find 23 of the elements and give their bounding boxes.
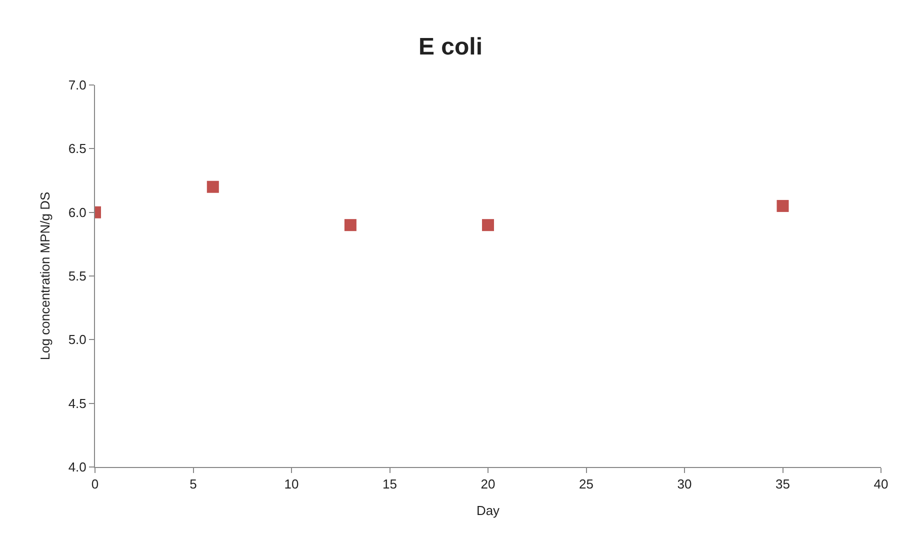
- y-tick-label: 4.5: [68, 396, 86, 411]
- y-tick-label: 6.0: [68, 204, 86, 220]
- y-axis-title: Log concentration MPN/g DS: [37, 191, 52, 360]
- x-tick-label: 25: [579, 476, 594, 492]
- x-axis-title: Day: [476, 503, 500, 518]
- y-tick-label: 5.5: [68, 268, 86, 284]
- x-tick-label: 10: [284, 476, 299, 492]
- x-tick-label: 5: [190, 476, 197, 492]
- chart-title: E coli: [418, 34, 483, 61]
- x-tick-label: 30: [677, 476, 692, 492]
- point: [776, 200, 789, 212]
- x-tick-label: 35: [776, 476, 790, 492]
- point: [206, 180, 219, 193]
- y-tick-label: 7.0: [68, 78, 86, 93]
- x-tick-label: 0: [91, 476, 99, 492]
- x-tick-label: 20: [480, 476, 496, 492]
- y-tick-label: 6.5: [68, 141, 86, 156]
- point: [482, 219, 494, 232]
- x-tick-label: 40: [874, 476, 888, 492]
- y-tick-label: 5.0: [68, 332, 86, 348]
- x-tick-label: 15: [382, 476, 397, 492]
- point: [344, 219, 356, 232]
- y-tick-label: 4.0: [68, 460, 86, 475]
